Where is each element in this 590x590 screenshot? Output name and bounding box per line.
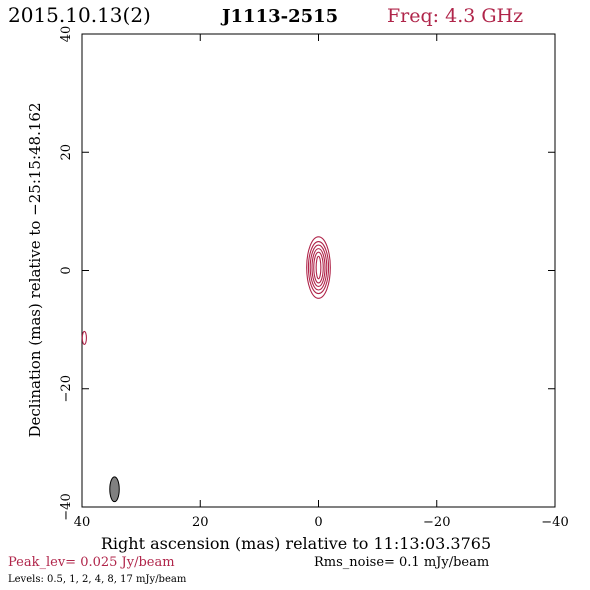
rms-noise: Rms_noise= 0.1 mJy/beam xyxy=(314,555,489,570)
frequency-label: Freq: 4.3 GHz xyxy=(387,5,523,27)
source-name: J1113-2515 xyxy=(220,6,338,27)
contour-line xyxy=(309,244,328,291)
peak-level: Peak_lev= 0.025 Jy/beam xyxy=(8,555,175,570)
y-tick-label: −40 xyxy=(59,493,74,520)
x-axis-label: Right ascension (mas) relative to 11:13:… xyxy=(101,534,491,553)
x-tick-label: 40 xyxy=(74,515,91,530)
x-tick-label: 20 xyxy=(192,515,209,530)
x-tick-labels: 40 20 0 −20 −40 xyxy=(74,515,569,530)
beam-ellipse xyxy=(109,476,120,503)
contour-line xyxy=(306,236,331,299)
plot-frame xyxy=(81,33,556,508)
contour-lines xyxy=(81,236,331,345)
y-tick-label: 20 xyxy=(59,144,74,161)
contour-line xyxy=(307,240,330,295)
contour-line xyxy=(315,255,322,280)
y-tick-label: 40 xyxy=(59,26,74,43)
contour-levels: Levels: 0.5, 1, 2, 4, 8, 17 mJy/beam xyxy=(8,574,187,585)
x-tick-label: −40 xyxy=(541,515,568,530)
x-tick-label: −20 xyxy=(423,515,450,530)
observation-date: 2015.10.13(2) xyxy=(8,3,151,27)
contour-line xyxy=(81,330,87,345)
y-tick-labels: −40 −20 0 20 40 xyxy=(59,26,74,521)
axis-ticks xyxy=(81,33,556,508)
beam-shape xyxy=(109,476,120,503)
y-tick-label: −20 xyxy=(59,375,74,402)
y-tick-label: 0 xyxy=(59,266,74,274)
x-tick-label: 0 xyxy=(314,515,322,530)
y-axis-label: Declination (mas) relative to −25:15:48.… xyxy=(26,102,44,437)
contour-line xyxy=(311,248,326,288)
contour-line xyxy=(313,251,324,284)
